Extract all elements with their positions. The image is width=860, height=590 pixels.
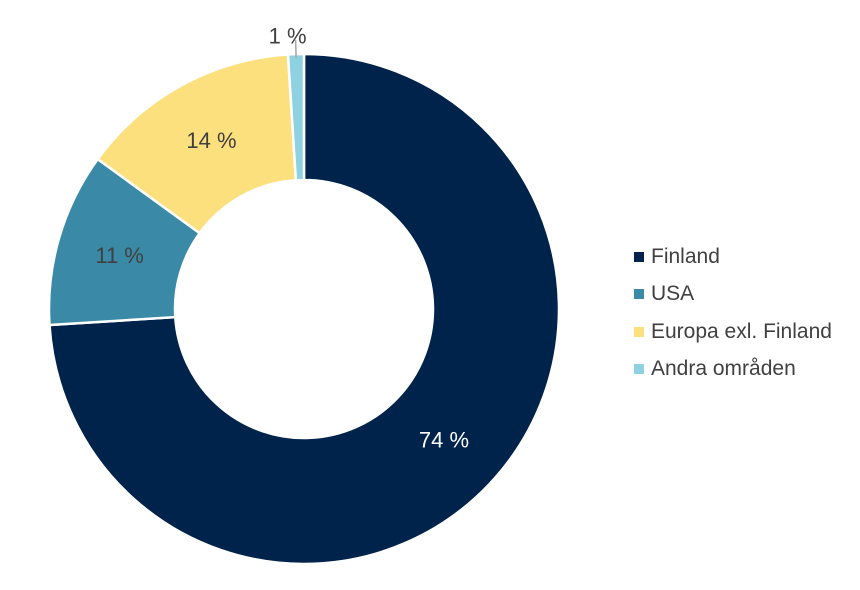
donut-slices — [47, 52, 561, 566]
legend-item-andra: Andra områden — [634, 351, 858, 389]
legend-label-usa: USA — [651, 282, 695, 306]
data-label-europa: 14 % — [186, 128, 236, 153]
data-label-usa: 11 % — [95, 243, 144, 268]
legend-swatch-andra — [634, 364, 644, 375]
donut-data-labels: 74 % 11 % 14 % 1 % — [95, 24, 469, 453]
donut-slice-andra — [286, 52, 306, 182]
chart-legend: Finland USA Europa exl. Finland Andra om… — [634, 238, 858, 388]
legend-label-finland: Finland — [651, 244, 720, 268]
data-label-leader-andra — [294, 40, 297, 59]
legend-item-finland: Finland — [634, 238, 858, 276]
legend-swatch-usa — [634, 289, 644, 300]
legend-item-usa: USA — [634, 276, 858, 314]
legend-item-europa: Europa exl. Finland — [634, 313, 858, 351]
donut-slice-finland — [48, 52, 561, 566]
donut-slice-europa — [95, 53, 298, 235]
data-label-finland: 74 % — [419, 428, 469, 453]
data-label-andra: 1 % — [269, 24, 307, 49]
legend-label-europa: Europa exl. Finland — [651, 319, 832, 343]
legend-swatch-finland — [634, 251, 644, 262]
legend-label-andra: Andra områden — [651, 357, 796, 381]
legend-swatch-europa — [634, 326, 644, 337]
